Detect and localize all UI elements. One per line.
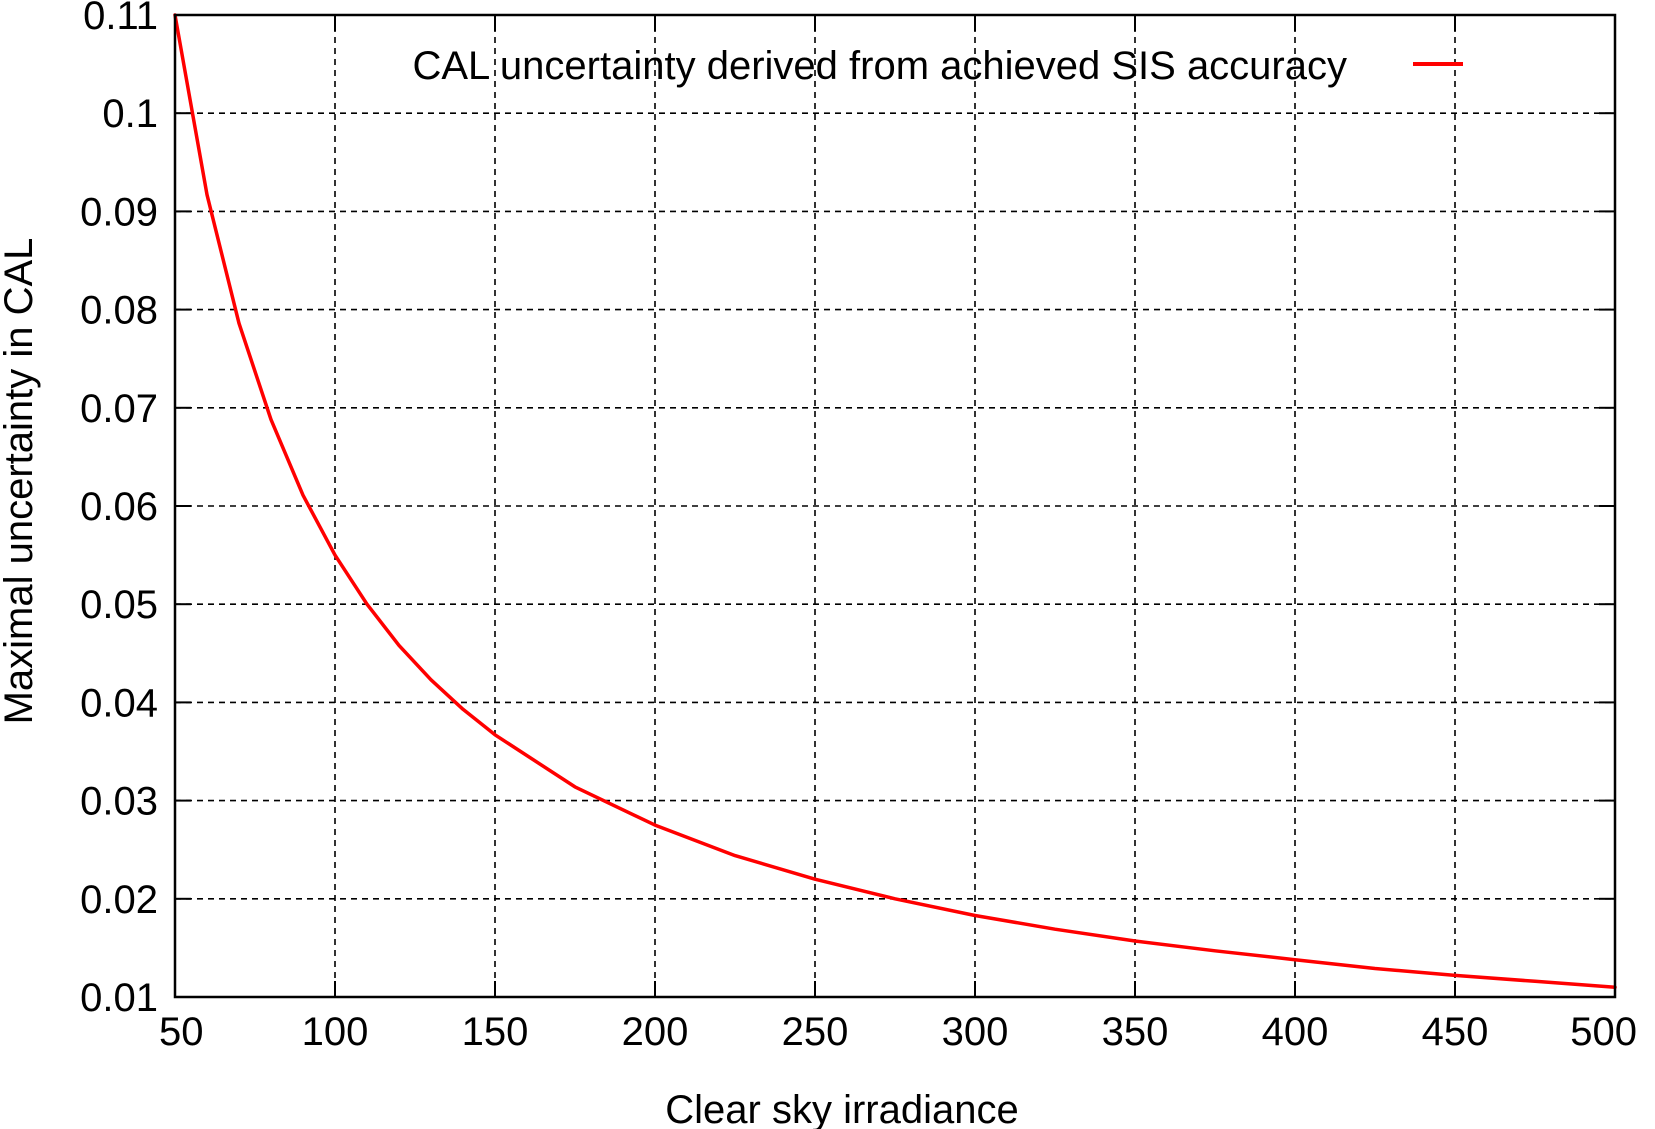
x-tick-label: 100 xyxy=(302,1010,369,1054)
y-tick-label: 0.09 xyxy=(80,190,158,234)
y-tick-label: 0.11 xyxy=(83,0,158,38)
y-tick-label: 0.04 xyxy=(80,681,158,725)
x-tick-label: 300 xyxy=(942,1010,1009,1054)
y-tick-label: 0.01 xyxy=(80,976,158,1020)
series-line xyxy=(173,13,1617,989)
y-tick-label: 0.06 xyxy=(80,485,158,529)
x-tick-label: 250 xyxy=(782,1010,849,1054)
x-tick-labels: 50 100 150 200 250 300 350 400 450 500 xyxy=(159,1010,1637,1054)
y-tick-label: 0.1 xyxy=(102,92,158,136)
y-tick-label: 0.03 xyxy=(80,780,158,824)
x-tick-label: 200 xyxy=(622,1010,689,1054)
y-axis-title: Maximal uncertainty in CAL xyxy=(0,238,41,725)
legend-label: CAL uncertainty derived from achieved SI… xyxy=(412,44,1347,88)
x-tick-label: 350 xyxy=(1102,1010,1169,1054)
x-tick-label: 500 xyxy=(1570,1010,1637,1054)
y-tick-label: 0.07 xyxy=(80,387,158,431)
y-tick-label: 0.08 xyxy=(80,289,158,333)
series-lines xyxy=(173,13,1617,989)
y-tick-label: 0.05 xyxy=(80,583,158,627)
x-tick-label: 400 xyxy=(1262,1010,1329,1054)
y-tick-label: 0.02 xyxy=(80,878,158,922)
x-tick-label: 50 xyxy=(159,1010,204,1054)
x-tick-label: 450 xyxy=(1422,1010,1489,1054)
legend: CAL uncertainty derived from achieved SI… xyxy=(412,44,1463,88)
grid-lines xyxy=(175,15,1615,997)
x-axis-title: Clear sky irradiance xyxy=(665,1088,1018,1129)
x-tick-label: 150 xyxy=(462,1010,529,1054)
y-tick-labels: 0.01 0.02 0.03 0.04 0.05 0.06 0.07 0.08 0.09 0.1 0… xyxy=(80,0,158,1020)
plot-frame xyxy=(173,13,1617,999)
